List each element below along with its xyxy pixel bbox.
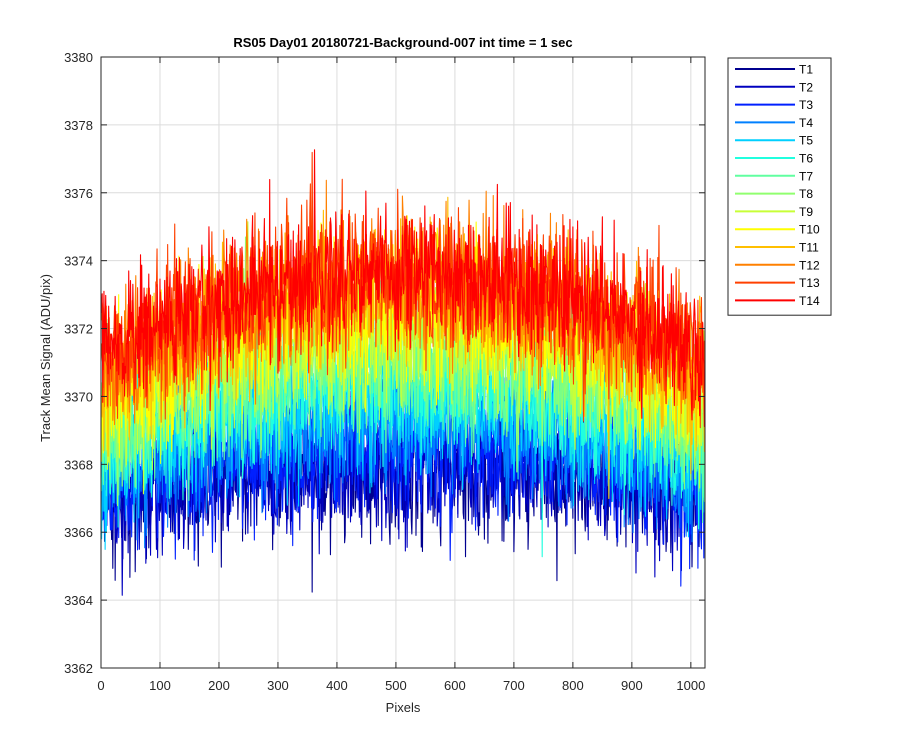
y-tick-label: 3374 xyxy=(64,254,93,269)
legend-label-t10: T10 xyxy=(799,223,820,237)
y-tick-label: 3380 xyxy=(64,50,93,65)
legend-label-t9: T9 xyxy=(799,205,813,219)
legend-label-t14: T14 xyxy=(799,294,820,308)
legend-label-t3: T3 xyxy=(799,98,813,112)
legend-label-t12: T12 xyxy=(799,258,820,272)
legend: T1 T2 T3 T4 T5 T6 T7 T8 T9 T10 T11 T12 T13 T14 xyxy=(727,57,832,316)
legend-label-t2: T2 xyxy=(799,80,813,94)
legend-label-t8: T8 xyxy=(799,187,813,201)
y-axis-label: Track Mean Signal (ADU/pix) xyxy=(38,274,53,442)
legend-box xyxy=(727,57,832,316)
y-tick-label: 3378 xyxy=(64,118,93,133)
y-tick-label: 3372 xyxy=(64,322,93,337)
x-tick-label: 100 xyxy=(149,678,171,693)
y-tick-label: 3370 xyxy=(64,389,93,404)
series-group xyxy=(101,149,705,596)
legend-label-t1: T1 xyxy=(799,63,813,77)
x-tick-label: 600 xyxy=(444,678,466,693)
x-tick-label: 800 xyxy=(562,678,584,693)
legend-label-t5: T5 xyxy=(799,134,813,148)
x-tick-label: 200 xyxy=(208,678,230,693)
legend-label-t4: T4 xyxy=(799,116,813,130)
x-axis-label: Pixels xyxy=(386,700,421,715)
legend-label-t7: T7 xyxy=(799,169,813,183)
x-tick-label: 400 xyxy=(326,678,348,693)
y-tick-label: 3364 xyxy=(64,593,93,608)
series-line-t14 xyxy=(101,149,705,428)
y-tick-label: 3368 xyxy=(64,457,93,472)
axes-box xyxy=(100,56,706,669)
x-tick-label: 1000 xyxy=(676,678,705,693)
series-line-t13 xyxy=(101,151,705,429)
x-tick-label: 0 xyxy=(97,678,104,693)
legend-label-t13: T13 xyxy=(799,276,820,290)
y-tick-label: 3376 xyxy=(64,186,93,201)
x-tick-label: 700 xyxy=(503,678,525,693)
x-tick-label: 500 xyxy=(385,678,407,693)
y-tick-label: 3366 xyxy=(64,525,93,540)
y-tick-label: 3362 xyxy=(64,661,93,676)
legend-label-t6: T6 xyxy=(799,152,813,166)
chart-title: RS05 Day01 20180721-Background-007 int t… xyxy=(233,35,572,50)
legend-label-t11: T11 xyxy=(799,241,819,255)
x-tick-label: 300 xyxy=(267,678,289,693)
x-tick-label: 900 xyxy=(621,678,643,693)
plot-area: 0 100 200 300 400 500 600 700 800 900 1000 3362 3364… xyxy=(64,50,706,693)
